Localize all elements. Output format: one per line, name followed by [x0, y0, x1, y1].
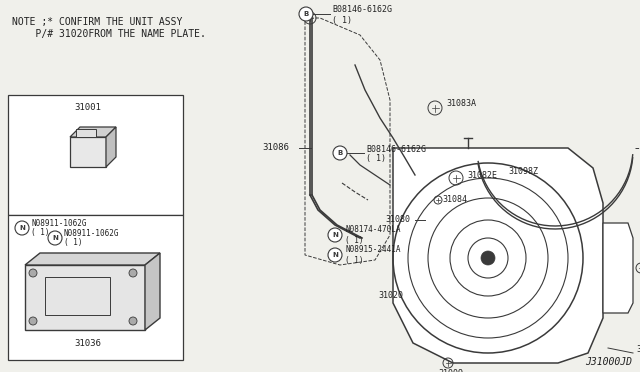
Text: 31080: 31080 [385, 215, 410, 224]
Circle shape [15, 221, 29, 235]
Circle shape [328, 228, 342, 242]
Text: P/# 31020FROM THE NAME PLATE.: P/# 31020FROM THE NAME PLATE. [12, 29, 206, 39]
Polygon shape [145, 253, 160, 330]
Circle shape [129, 269, 137, 277]
Bar [8, 95, 183, 215]
Text: N: N [52, 235, 58, 241]
Bar [45, 277, 110, 315]
Text: N: N [19, 225, 25, 231]
Text: 31098Z: 31098Z [508, 167, 538, 176]
Circle shape [29, 269, 37, 277]
Bar [25, 265, 145, 330]
Polygon shape [603, 223, 633, 313]
Circle shape [333, 146, 347, 160]
Polygon shape [25, 253, 160, 265]
Text: N08911-1062G: N08911-1062G [64, 230, 120, 238]
Text: ( 1): ( 1) [332, 16, 352, 25]
Bar [70, 137, 106, 167]
Circle shape [48, 231, 62, 245]
Text: N08911-1062G: N08911-1062G [31, 219, 86, 228]
Bar [76, 129, 96, 137]
Text: 31083A: 31083A [446, 99, 476, 109]
Text: 31084: 31084 [442, 196, 467, 205]
Text: 31082E: 31082E [467, 170, 497, 180]
Circle shape [328, 248, 342, 262]
Text: ( 1): ( 1) [366, 154, 386, 164]
Text: ( 1): ( 1) [31, 228, 49, 237]
Circle shape [29, 317, 37, 325]
Text: J31000JD: J31000JD [585, 357, 632, 367]
Text: 31036: 31036 [75, 340, 101, 349]
Text: ( 1): ( 1) [345, 235, 364, 244]
Text: 31009: 31009 [438, 369, 463, 372]
Text: 31086: 31086 [262, 144, 289, 153]
Polygon shape [393, 148, 603, 363]
Text: NOTE ;* CONFIRM THE UNIT ASSY: NOTE ;* CONFIRM THE UNIT ASSY [12, 17, 182, 27]
Circle shape [299, 7, 313, 21]
Text: B: B [337, 150, 342, 156]
Text: N08174-470LA: N08174-470LA [345, 225, 401, 234]
Text: N08915-2441A: N08915-2441A [345, 246, 401, 254]
Text: 31001: 31001 [75, 103, 101, 112]
Circle shape [481, 251, 495, 265]
Text: B: B [303, 11, 308, 17]
Text: B08146-6162G: B08146-6162G [332, 6, 392, 15]
Text: N: N [332, 252, 338, 258]
Text: N: N [332, 232, 338, 238]
Bar [8, 215, 183, 360]
Text: B08146-6162G: B08146-6162G [366, 144, 426, 154]
Text: 31020: 31020 [378, 292, 403, 301]
Circle shape [129, 317, 137, 325]
Text: 31020AB: 31020AB [636, 346, 640, 355]
Polygon shape [106, 127, 116, 167]
Polygon shape [70, 127, 116, 137]
Text: ( 1): ( 1) [64, 238, 83, 247]
Text: ( 1): ( 1) [345, 256, 364, 264]
